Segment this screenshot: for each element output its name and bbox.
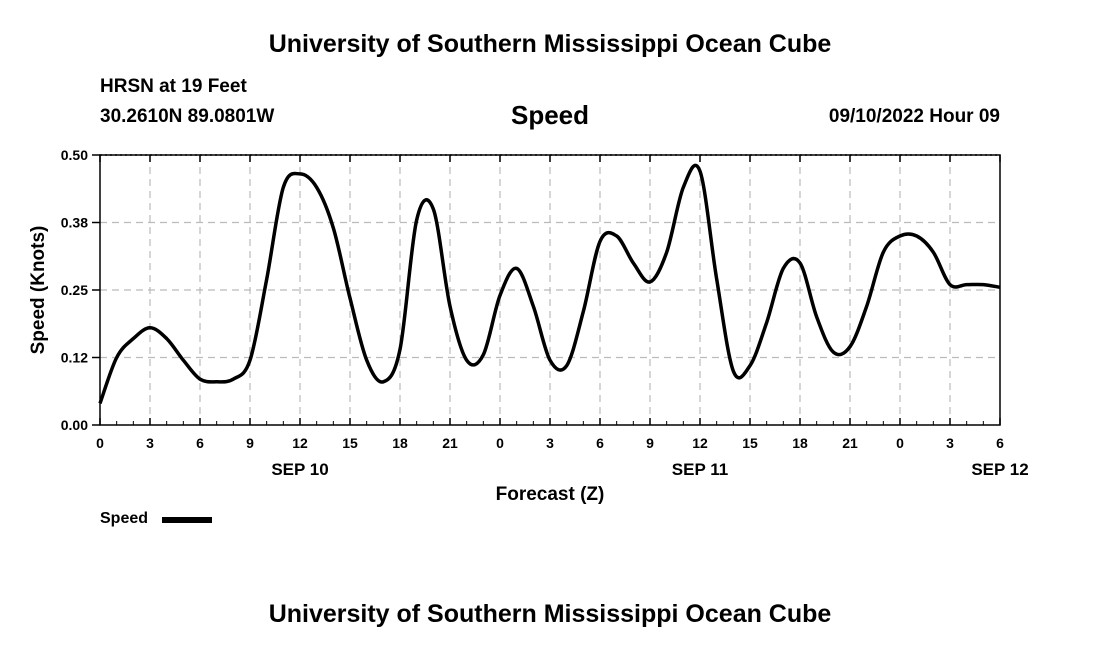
x-tick-label: 9 xyxy=(246,435,254,451)
chart-grid xyxy=(100,154,1000,425)
x-tick-label: 6 xyxy=(996,435,1004,451)
x-tick-label: 21 xyxy=(442,435,458,451)
station-label: HRSN at 19 Feet xyxy=(100,76,247,97)
x-tick-label: 0 xyxy=(496,435,504,451)
x-tick-label: 3 xyxy=(546,435,554,451)
y-axis-label: Speed (Knots) xyxy=(28,226,49,355)
page-title: University of Southern Mississippi Ocean… xyxy=(268,30,832,58)
x-tick-label: 12 xyxy=(292,435,308,451)
x-tick-label: 3 xyxy=(146,435,154,451)
date-labels: SEP 10 SEP 11 SEP 12 xyxy=(271,460,1028,479)
x-axis-label: Forecast (Z) xyxy=(496,484,605,505)
y-tick-label: 0.25 xyxy=(61,282,88,298)
x-axis: 0 3 6 9 12 15 18 21 0 3 6 9 12 15 18 21 0 3 6 xyxy=(96,155,1004,451)
x-tick-label: 3 xyxy=(946,435,954,451)
y-tick-label: 0.50 xyxy=(61,147,88,163)
location-label: 30.2610N 89.0801W xyxy=(100,106,275,127)
legend-swatch xyxy=(162,517,212,523)
footer-title: University of Southern Mississippi Ocean… xyxy=(268,600,832,628)
date-label: SEP 12 xyxy=(971,460,1028,479)
chart-title: Speed xyxy=(510,100,590,130)
x-tick-label: 12 xyxy=(692,435,708,451)
y-tick-label: 0.00 xyxy=(61,417,88,433)
x-tick-label: 18 xyxy=(792,435,808,451)
y-tick-label: 0.38 xyxy=(61,215,88,231)
timestamp-label: 09/10/2022 Hour 09 xyxy=(828,106,1000,127)
x-tick-label: 15 xyxy=(742,435,758,451)
x-tick-label: 0 xyxy=(96,435,104,451)
x-tick-label: 0 xyxy=(896,435,904,451)
x-tick-label: 18 xyxy=(392,435,408,451)
speed-series-line xyxy=(98,163,1001,405)
y-axis: 0.00 0.12 0.25 0.38 0.50 xyxy=(61,147,100,433)
date-label: SEP 10 xyxy=(271,460,328,479)
x-tick-label: 6 xyxy=(596,435,604,451)
x-tick-label: 6 xyxy=(196,435,204,451)
legend-label: Speed xyxy=(100,510,149,527)
x-tick-label: 15 xyxy=(342,435,358,451)
x-tick-label: 21 xyxy=(842,435,858,451)
x-tick-label: 9 xyxy=(646,435,654,451)
date-label: SEP 11 xyxy=(672,460,728,479)
y-tick-label: 0.12 xyxy=(61,350,88,366)
